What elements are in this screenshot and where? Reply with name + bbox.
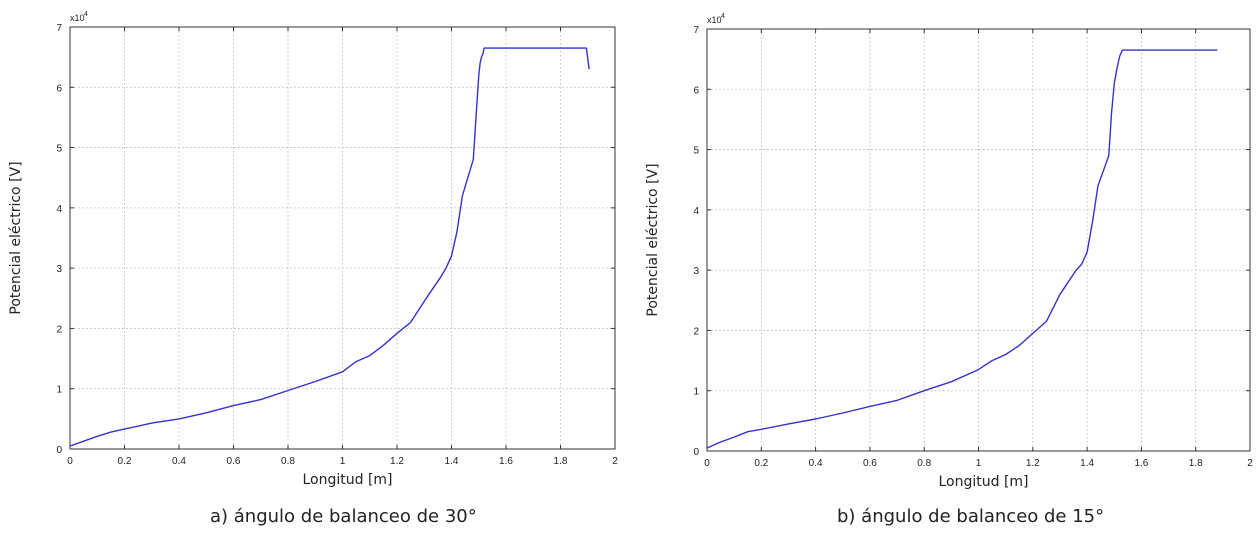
y-tick-label: 4 <box>693 206 699 217</box>
x-tick-label: 0.6 <box>863 458 877 469</box>
plot-frame <box>706 28 1251 452</box>
x-axis-label: Longitud [m] <box>938 474 1028 490</box>
x-tick-label: 0.6 <box>227 456 241 467</box>
x-tick-label: 1.8 <box>554 456 568 467</box>
y-axis-label: Potencial eléctrico [V] <box>8 161 24 314</box>
x-tick-label: 1.6 <box>499 456 513 467</box>
y-tick-label: 3 <box>693 266 699 277</box>
y-tick-label: 2 <box>56 324 62 335</box>
x-tick-label: 0.8 <box>281 456 295 467</box>
y-tick-label: 5 <box>56 144 62 155</box>
y-tick-label: 7 <box>56 23 62 34</box>
y-tick-label: 0 <box>56 445 62 456</box>
y-tick-label: 1 <box>56 385 62 396</box>
x-tick-label: 1.8 <box>1189 458 1203 469</box>
x-tick-label: 0.8 <box>917 458 931 469</box>
x-tick-label: 1 <box>976 458 982 469</box>
y-tick-label: 1 <box>693 387 699 398</box>
y-multiplier: x10 <box>707 15 722 25</box>
x-tick-label: 1.6 <box>1134 458 1148 469</box>
series-line <box>69 47 590 447</box>
caption-b: b) ángulo de balanceo de 15° <box>837 506 1105 527</box>
plot-frame <box>69 26 616 450</box>
x-tick-label: 0 <box>67 456 73 467</box>
y-multiplier: x10 <box>70 13 85 23</box>
x-tick-label: 1.2 <box>1026 458 1040 469</box>
y-multiplier-exponent: 4 <box>84 11 88 18</box>
x-tick-label: 2 <box>1247 458 1253 469</box>
x-tick-label: 0.2 <box>118 456 132 467</box>
series-line <box>706 49 1218 449</box>
x-tick-label: 0.4 <box>809 458 823 469</box>
y-tick-label: 2 <box>693 326 699 337</box>
x-tick-label: 0.2 <box>754 458 768 469</box>
x-tick-label: 0 <box>704 458 710 469</box>
x-tick-label: 2 <box>612 456 618 467</box>
x-axis-label: Longitud [m] <box>302 472 392 488</box>
caption-a: a) ángulo de balanceo de 30° <box>210 506 477 527</box>
x-tick-label: 1 <box>340 456 346 467</box>
y-tick-label: 6 <box>56 83 62 94</box>
y-tick-label: 4 <box>56 204 62 215</box>
y-tick-label: 7 <box>693 25 699 36</box>
y-tick-label: 3 <box>56 264 62 275</box>
y-tick-label: 6 <box>693 85 699 96</box>
y-axis-label: Potencial eléctrico [V] <box>645 163 661 316</box>
x-tick-label: 1.2 <box>390 456 404 467</box>
y-tick-label: 0 <box>693 447 699 458</box>
x-tick-label: 1.4 <box>445 456 459 467</box>
x-tick-label: 0.4 <box>172 456 186 467</box>
x-tick-label: 1.4 <box>1080 458 1094 469</box>
y-tick-label: 5 <box>693 146 699 157</box>
y-multiplier-exponent: 4 <box>721 13 725 20</box>
